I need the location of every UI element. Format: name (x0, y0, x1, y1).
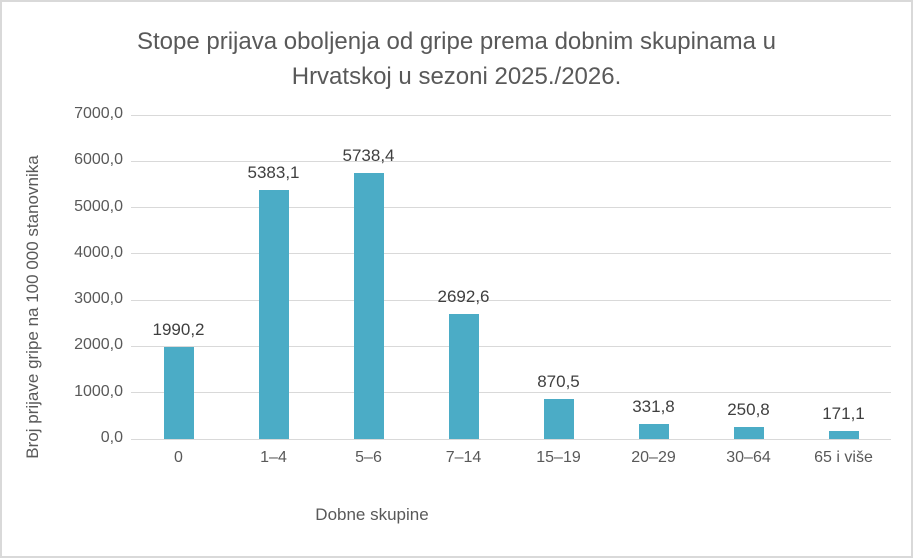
y-tick-label: 0,0 (100, 429, 123, 446)
gridline (131, 392, 891, 394)
bar-value-label: 2692,6 (437, 287, 490, 307)
gridline (131, 345, 891, 347)
x-axis-title: Dobne skupine (315, 505, 429, 524)
bar-value-label: 331,8 (632, 396, 675, 416)
chart-title: Stope prijava oboljenja od gripe prema d… (136, 28, 777, 90)
bar-value-label: 250,8 (727, 400, 770, 420)
y-tick-label: 3000,0 (74, 290, 123, 308)
bar (638, 423, 669, 439)
x-tick-label: 15–19 (536, 449, 581, 466)
bar-value-label: 5383,1 (247, 162, 300, 182)
x-tick-label: 1–4 (260, 449, 287, 466)
x-tick-label: 5–6 (355, 449, 382, 466)
y-tick-label: 5000,0 (74, 197, 123, 215)
y-tick-label: 6000,0 (74, 151, 123, 169)
x-tick-label: 0 (174, 449, 183, 466)
bar (163, 346, 194, 439)
bar (733, 427, 764, 439)
bar (448, 314, 479, 439)
bar (543, 398, 574, 439)
plot-area: 1990,2 5383,1 5738,4 2692,6 870,5 331,8 250,8 1… (131, 114, 891, 440)
bar (258, 189, 289, 439)
bar-value-label: 171,1 (822, 404, 865, 424)
y-tick-label: 1000,0 (74, 382, 123, 400)
bar-value-label: 1990,2 (152, 319, 205, 339)
bar-value-label: 5738,4 (342, 146, 395, 166)
x-tick-label: 7–14 (445, 449, 482, 466)
gridline (131, 438, 891, 440)
bar (828, 431, 859, 439)
gridline (131, 207, 891, 209)
gridline (131, 114, 891, 116)
y-tick-label: 2000,0 (74, 336, 123, 354)
bar-value-label: 870,5 (537, 371, 580, 391)
x-tick-label: 30–64 (726, 449, 771, 466)
y-tick-label: 4000,0 (74, 243, 123, 261)
gridline (131, 253, 891, 255)
gridline (131, 160, 891, 162)
x-tick-label: 20–29 (631, 449, 676, 466)
bar (353, 173, 384, 439)
x-tick-label: 65 i više (814, 449, 873, 466)
y-tick-label: 7000,0 (74, 105, 123, 122)
gridline (131, 299, 891, 301)
